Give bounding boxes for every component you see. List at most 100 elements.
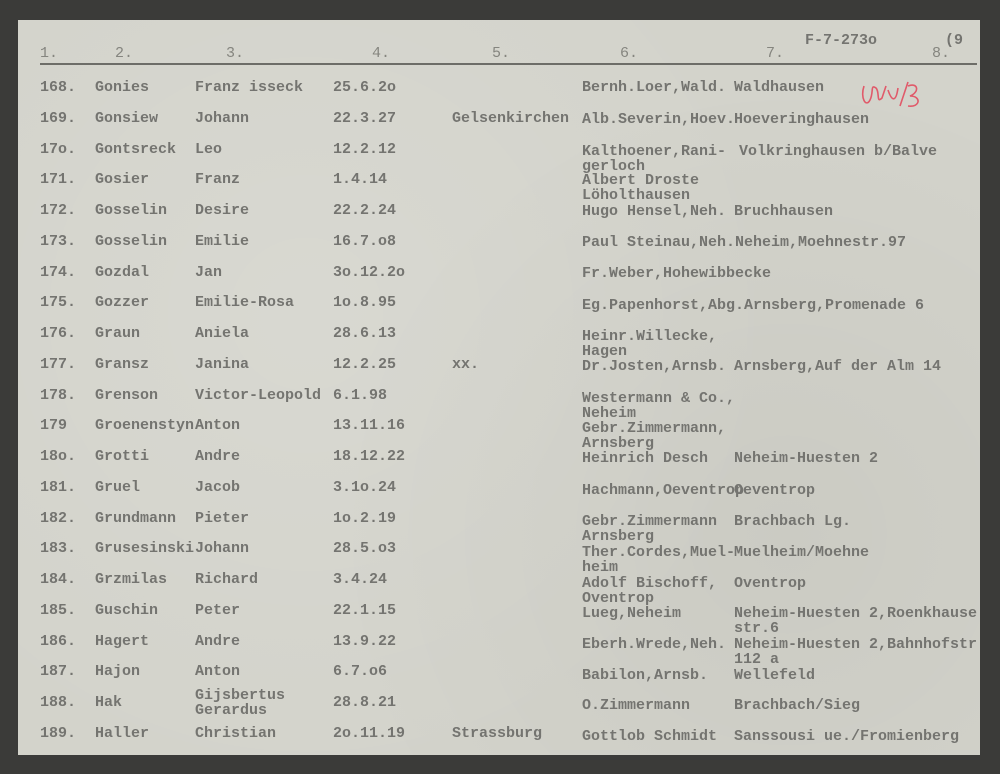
document-reference: F-7-273o xyxy=(805,32,878,49)
surname: Haller xyxy=(95,725,150,742)
location: Wellefeld xyxy=(734,667,816,684)
birth-date: 2o.11.19 xyxy=(333,725,406,742)
employer: Gebr.Zimmermann xyxy=(582,513,718,530)
surname: Gozdal xyxy=(95,264,150,281)
first-name: Jacob xyxy=(195,479,241,496)
birth-date: 25.6.2o xyxy=(333,79,397,96)
birth-date: 12.2.25 xyxy=(333,356,397,373)
column-header-1: 1. xyxy=(40,45,59,62)
employer: Neheim xyxy=(582,404,637,422)
birth-date: 3.1o.24 xyxy=(333,479,397,496)
employer: Adolf Bischoff, xyxy=(582,575,718,592)
surname: Gruel xyxy=(95,479,141,496)
location: str.6 xyxy=(734,619,780,637)
birthplace: xx. xyxy=(452,356,480,373)
surname: Gonsiew xyxy=(95,110,159,127)
row-number: 175. xyxy=(40,294,77,311)
first-name: Franz isseck xyxy=(195,79,304,96)
birth-date: 1.4.14 xyxy=(333,171,388,188)
employer: Eg.Papenhorst,Abg.Arnsberg,Promenade 6 xyxy=(582,297,925,314)
birth-date: 6.7.o6 xyxy=(333,663,388,680)
first-name: Victor-Leopold xyxy=(195,387,322,404)
row-number: 182. xyxy=(40,510,77,527)
birth-date: 6.1.98 xyxy=(333,387,388,404)
column-header-4: 4. xyxy=(372,45,391,62)
birth-date: 28.6.13 xyxy=(333,325,397,342)
surname: Graun xyxy=(95,325,141,342)
location: Oeventrop xyxy=(734,482,816,499)
surname: Grenson xyxy=(95,387,159,404)
location: Oventrop xyxy=(734,575,807,592)
row-number: 189. xyxy=(40,725,77,742)
employer: Lueg,Neheim xyxy=(582,605,682,622)
surname: Hajon xyxy=(95,663,141,680)
employer: Kalthoener,Rani- xyxy=(582,143,727,160)
column-header-5: 5. xyxy=(492,45,511,62)
location: Volkringhausen b/Balve xyxy=(739,143,938,160)
first-name: Pieter xyxy=(195,510,250,527)
first-name: Peter xyxy=(195,602,241,619)
employer: Albert Droste xyxy=(582,172,700,189)
birth-date: 22.2.24 xyxy=(333,202,397,219)
first-name: Anton xyxy=(195,417,241,434)
first-name: Andre xyxy=(195,448,241,465)
surname: Gontsreck xyxy=(95,141,177,158)
employer: Eberh.Wrede,Neh. xyxy=(582,636,727,653)
surname: Gosier xyxy=(95,171,150,188)
employer: Hagen xyxy=(582,342,628,360)
birth-date: 28.8.21 xyxy=(333,694,397,711)
birth-date: 1o.2.19 xyxy=(333,510,397,527)
first-name: Andre xyxy=(195,633,241,650)
surname: Guschin xyxy=(95,602,159,619)
location: Neheim-Huesten 2,Roenkhause xyxy=(734,605,978,622)
row-number: 179 xyxy=(40,417,68,434)
surname: Gonies xyxy=(95,79,150,96)
birth-date: 22.3.27 xyxy=(333,110,397,127)
birth-date: 18.12.22 xyxy=(333,448,406,465)
row-number: 185. xyxy=(40,602,77,619)
birth-date: 22.1.15 xyxy=(333,602,397,619)
row-number: 178. xyxy=(40,387,77,404)
surname: Gransz xyxy=(95,356,150,373)
employer: Westermann & Co., xyxy=(582,390,736,407)
first-name: Desire xyxy=(195,202,250,219)
first-name: Emilie xyxy=(195,233,250,250)
first-name: Christian xyxy=(195,725,277,742)
row-number: 17o. xyxy=(40,141,77,158)
row-number: 183. xyxy=(40,540,77,557)
surname: Hak xyxy=(95,694,123,711)
employer: Heinrich Desch xyxy=(582,450,709,467)
employer: Babilon,Arnsb. xyxy=(582,667,709,684)
location: Bruchhausen xyxy=(734,203,834,220)
row-number: 188. xyxy=(40,694,77,711)
row-number: 177. xyxy=(40,356,77,373)
column-header-8: 8. xyxy=(932,45,951,62)
row-number: 173. xyxy=(40,233,77,250)
employer: Arnsberg xyxy=(582,434,655,452)
employer: Fr.Weber,Hohewibbecke xyxy=(582,265,772,282)
location: Waldhausen xyxy=(734,79,825,96)
location: Brachbach Lg. xyxy=(734,513,852,530)
birth-date: 16.7.o8 xyxy=(333,233,397,250)
birthplace: Gelsenkirchen xyxy=(452,110,570,127)
employer: Gebr.Zimmermann, xyxy=(582,420,727,437)
employer: Dr.Josten,Arnsb. xyxy=(582,358,727,375)
employer: Bernh.Loer,Wald. xyxy=(582,79,727,96)
first-name: Leo xyxy=(195,141,223,158)
first-name: Emilie-Rosa xyxy=(195,294,295,311)
handwritten-red-mark xyxy=(861,81,919,107)
first-name: Richard xyxy=(195,571,259,588)
location: Hoeveringhausen xyxy=(734,111,870,128)
location: Brachbach/Sieg xyxy=(734,697,861,714)
row-number: 172. xyxy=(40,202,77,219)
employer: Oventrop xyxy=(582,589,655,607)
header-rule xyxy=(40,63,977,65)
birth-date: 3o.12.2o xyxy=(333,264,406,281)
first-name: Johann xyxy=(195,110,250,127)
location: Arnsberg,Auf der Alm 14 xyxy=(734,358,942,375)
surname: Gosselin xyxy=(95,202,168,219)
employer: heim xyxy=(582,558,619,576)
row-number: 168. xyxy=(40,79,77,96)
employer: Arnsberg xyxy=(582,527,655,545)
location: Muelheim/Moehne xyxy=(734,544,870,561)
